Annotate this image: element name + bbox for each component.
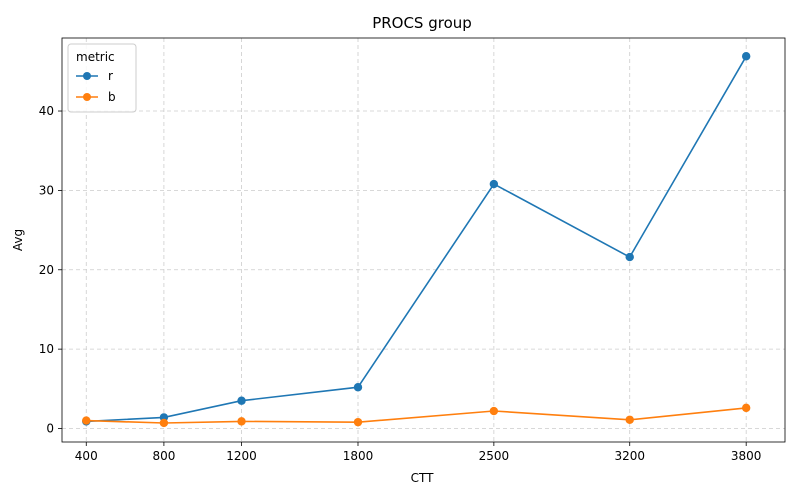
x-tick-label: 1200 [226, 449, 257, 463]
x-tick-label: 400 [75, 449, 98, 463]
legend-label: r [108, 69, 113, 83]
legend-swatch-marker [83, 72, 91, 80]
y-tick-label: 0 [46, 422, 54, 436]
data-point-r[interactable] [625, 252, 634, 262]
data-point-r[interactable] [237, 396, 246, 405]
y-tick-label: 20 [39, 263, 54, 277]
legend[interactable]: metric rb [67, 43, 137, 113]
data-point-b[interactable] [625, 415, 634, 424]
y-tick-label: 40 [39, 104, 54, 118]
plot-area [61, 37, 786, 443]
data-point-b[interactable] [489, 406, 499, 416]
grid [62, 38, 785, 442]
data-point-b[interactable] [159, 418, 169, 428]
y-tick-label: 30 [39, 183, 54, 197]
x-tick-label: 2500 [479, 449, 510, 463]
legend-swatch-marker [83, 93, 91, 101]
data-point-r[interactable] [489, 179, 499, 189]
series-lines [82, 52, 751, 428]
x-tick-label: 1800 [343, 449, 374, 463]
x-tick-label: 800 [152, 449, 175, 463]
x-tick-label: 3800 [731, 449, 762, 463]
y-axis-label: Avg [11, 229, 25, 251]
legend-item-r[interactable]: r [76, 69, 113, 83]
chart-title: PROCS group [372, 14, 472, 32]
x-axis-ticks: 400 800 1200 1800 2500 3200 3800 [75, 442, 762, 463]
series-line-r [86, 55, 747, 423]
x-axis-label: CTT [411, 471, 434, 485]
legend-item-b[interactable]: b [76, 90, 116, 104]
series-line-b [86, 407, 747, 424]
x-tick-label: 3200 [614, 449, 645, 463]
legend-label: b [108, 90, 116, 104]
data-point-b[interactable] [353, 417, 363, 427]
y-axis-ticks: 0 10 20 30 40 [39, 104, 62, 436]
data-point-b[interactable] [741, 403, 751, 413]
data-point-b[interactable] [82, 416, 91, 425]
series-r [82, 52, 751, 426]
y-tick-label: 10 [39, 342, 54, 356]
legend-title: metric [76, 50, 115, 64]
series-b [82, 403, 751, 428]
data-point-r[interactable] [353, 383, 363, 392]
data-point-r[interactable] [741, 52, 751, 61]
data-point-b[interactable] [237, 417, 246, 426]
